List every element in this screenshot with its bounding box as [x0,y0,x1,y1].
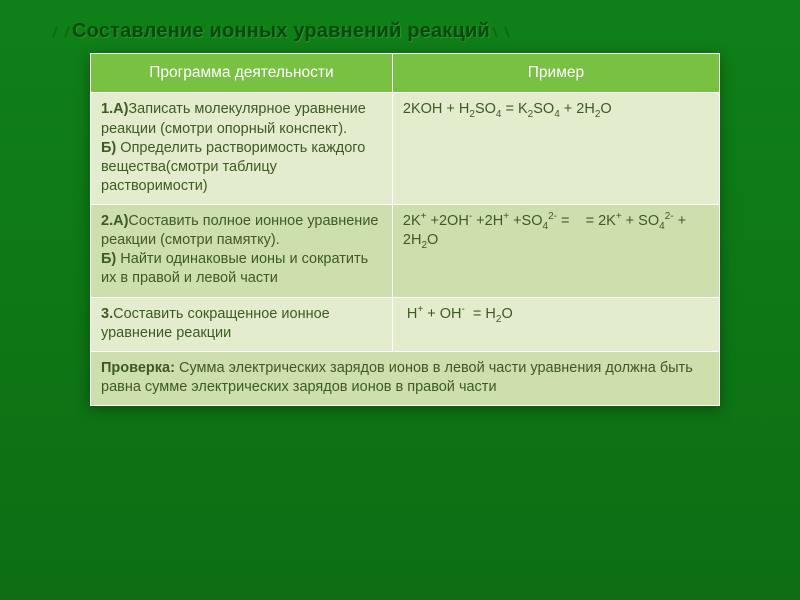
table-footer-row: Проверка: Сумма электрических зарядов ио… [91,351,720,405]
cell-program: 1.А)Записать молекулярное уравнение реак… [91,93,393,205]
title-container: Составление ионных уравнений реакций [0,0,800,53]
content-table: Программа деятельности Пример 1.А)Записа… [90,53,720,406]
table-row: 2.А)Составить полное ионное уравнение ре… [91,205,720,298]
cell-example: 2KOH + H2SO4 = K2SO4 + 2H2O [392,93,719,205]
cell-example: H+ + OH- = H2O [392,297,719,351]
cell-example: 2K+ +2OH- +2H+ +SO42- = = 2K+ + SO42- + … [392,205,719,298]
col-header-example: Пример [392,54,719,93]
cell-footer: Проверка: Сумма электрических зарядов ио… [91,351,720,405]
table-header-row: Программа деятельности Пример [91,54,720,93]
table-row: 3.Составить сокращенное ионное уравнение… [91,297,720,351]
table-body: 1.А)Записать молекулярное уравнение реак… [91,93,720,406]
cell-program: 2.А)Составить полное ионное уравнение ре… [91,205,393,298]
table-row: 1.А)Записать молекулярное уравнение реак… [91,93,720,205]
slide-title: Составление ионных уравнений реакций [50,20,512,43]
cell-program: 3.Составить сокращенное ионное уравнение… [91,297,393,351]
col-header-program: Программа деятельности [91,54,393,93]
